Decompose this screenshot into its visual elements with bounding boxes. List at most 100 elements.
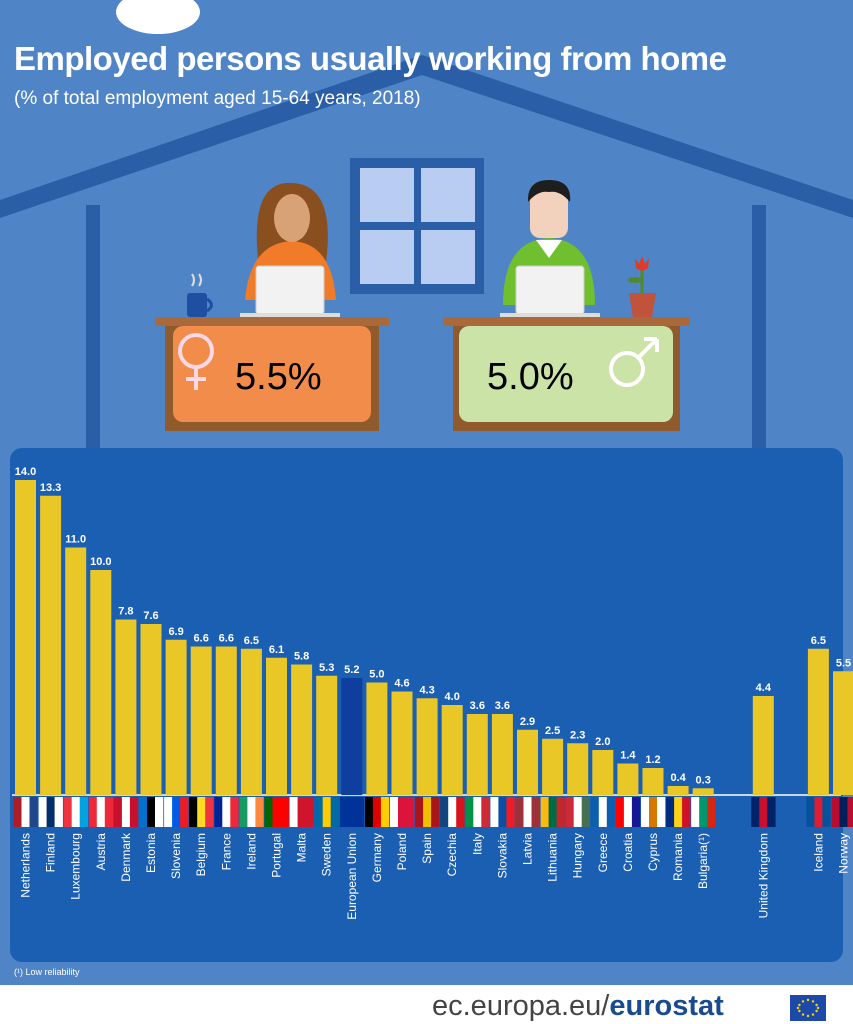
bar xyxy=(667,786,689,795)
category-label: Austria xyxy=(94,833,108,871)
country-flag-icon xyxy=(63,797,88,827)
bar xyxy=(617,763,639,795)
category-label: Italy xyxy=(470,833,484,855)
category-label: Croatia xyxy=(621,833,635,872)
bar-value-label: 1.4 xyxy=(620,750,636,762)
country-flag-icon xyxy=(515,797,540,827)
category-label: Sweden xyxy=(320,833,334,876)
bar-value-label: 6.6 xyxy=(194,633,209,645)
bar xyxy=(65,547,87,795)
category-label: Norway xyxy=(837,833,851,874)
bar xyxy=(441,705,463,795)
bar xyxy=(807,648,829,795)
category-label: European Union xyxy=(345,833,359,920)
window-icon xyxy=(350,158,484,294)
country-flag-icon xyxy=(590,797,616,827)
bar xyxy=(466,714,488,795)
footer-url[interactable]: ec.europa.eu/eurostat xyxy=(432,990,724,1023)
country-flag-icon xyxy=(113,797,139,827)
bar xyxy=(291,664,313,795)
category-label: Netherlands xyxy=(19,833,33,898)
bar-value-label: 11.0 xyxy=(65,534,86,546)
bar-value-label: 2.3 xyxy=(570,729,585,741)
bar xyxy=(240,648,262,795)
country-flag-icon xyxy=(415,797,440,827)
bar xyxy=(491,714,513,795)
laptop-icon xyxy=(500,265,600,319)
bar-value-label: 14.0 xyxy=(15,466,36,478)
footer-brand: eurostat xyxy=(609,990,724,1022)
bar xyxy=(642,768,664,795)
bar-value-label: 5.8 xyxy=(294,651,309,663)
female-desk xyxy=(155,317,389,431)
country-flag-icon xyxy=(88,797,114,827)
bar xyxy=(140,624,162,795)
bar xyxy=(341,678,363,795)
country-flag-icon xyxy=(13,797,38,827)
bar-value-label: 2.9 xyxy=(520,716,535,728)
bar-value-label: 7.6 xyxy=(143,610,158,622)
bar-value-label: 6.9 xyxy=(168,626,183,638)
bar-chart: 14.0 Netherlands 13.3 Finland 11.0 Luxembourg… xyxy=(12,466,853,920)
category-label: Poland xyxy=(395,833,409,870)
bar xyxy=(391,691,413,795)
country-flag-icon xyxy=(214,797,239,827)
bar-value-label: 0.3 xyxy=(696,774,711,786)
bar-value-label: 6.1 xyxy=(269,644,284,656)
category-label: Greece xyxy=(596,833,610,873)
country-flag-icon xyxy=(38,797,63,827)
country-flag-icon xyxy=(465,797,490,827)
category-label: United Kingdom xyxy=(756,833,770,918)
bar-value-label: 5.3 xyxy=(319,662,334,674)
bar-value-label: 10.0 xyxy=(90,556,111,568)
bar xyxy=(190,646,212,795)
bar-value-label: 6.5 xyxy=(244,635,259,647)
bar-value-label: 6.5 xyxy=(811,635,826,647)
bar-value-label: 2.5 xyxy=(545,725,560,737)
category-label: Luxembourg xyxy=(69,833,83,900)
country-flag-icon xyxy=(806,797,831,827)
country-flag-icon xyxy=(540,797,565,827)
country-flag-icon xyxy=(691,797,716,827)
category-label: Bulgaria(¹) xyxy=(696,833,710,889)
category-label: Portugal xyxy=(270,833,284,878)
bar xyxy=(40,495,62,795)
country-flag-icon xyxy=(390,797,415,827)
bar xyxy=(416,698,438,795)
category-label: France xyxy=(219,833,233,871)
category-label: Hungary xyxy=(571,833,585,878)
bar-value-label: 5.5 xyxy=(836,657,851,669)
category-label: Cyprus xyxy=(646,833,660,871)
country-flag-icon xyxy=(264,797,289,827)
tulip-plant-icon xyxy=(628,256,656,317)
house-wall-right xyxy=(752,205,766,448)
country-flag-icon xyxy=(289,797,314,827)
bar-value-label: 6.6 xyxy=(219,633,234,645)
eu-flag-icon xyxy=(790,995,826,1021)
bar xyxy=(165,639,187,795)
category-label: Ireland xyxy=(244,833,258,870)
bar xyxy=(15,480,36,795)
bar xyxy=(115,619,137,795)
laptop-icon xyxy=(240,265,340,319)
footnote: (¹) Low reliability xyxy=(14,967,80,977)
category-label: Czechia xyxy=(445,833,459,877)
bar-value-label: 0.4 xyxy=(670,772,686,784)
bar xyxy=(215,646,237,795)
female-stat-value: 5.5% xyxy=(235,356,322,398)
bar xyxy=(90,570,112,795)
country-flag-icon xyxy=(239,797,264,827)
female-symbol-icon xyxy=(178,333,214,390)
bar-value-label: 3.6 xyxy=(495,700,510,712)
country-flag-icon xyxy=(164,797,189,827)
category-label: Spain xyxy=(420,833,434,864)
category-label: Belgium xyxy=(194,833,208,876)
country-flag-icon xyxy=(666,797,691,827)
bar xyxy=(833,671,853,795)
category-label: Lithuania xyxy=(546,833,560,882)
house-wall-left xyxy=(86,205,100,448)
chart-subtitle: (% of total employment aged 15-64 years,… xyxy=(14,88,421,109)
country-flag-icon xyxy=(490,797,515,827)
country-flag-icon xyxy=(339,797,365,827)
bar-value-label: 7.8 xyxy=(118,606,133,618)
